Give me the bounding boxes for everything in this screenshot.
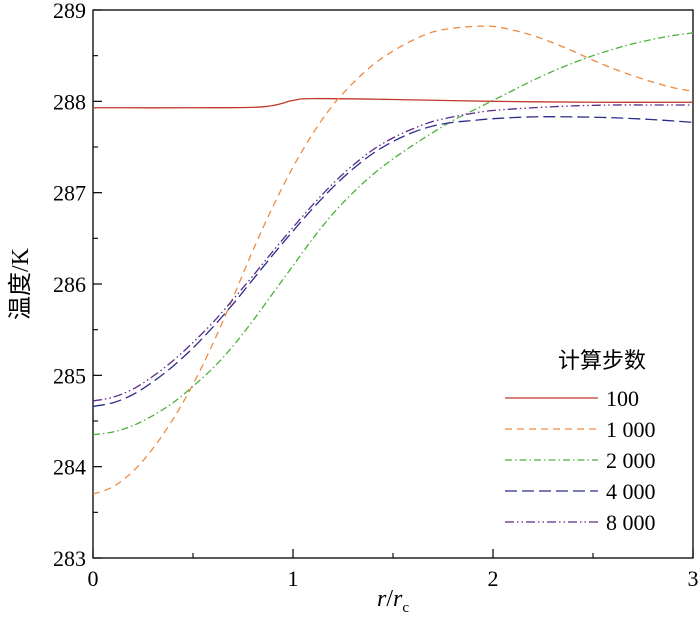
series-line-8000 [92, 104, 693, 402]
x-tick-label: 0 [88, 566, 99, 591]
x-axis-label-r: r [377, 586, 387, 612]
x-axis-label-slash: / [386, 586, 393, 612]
legend-title: 计算步数 [558, 349, 646, 374]
y-tick-label: 287 [53, 181, 86, 206]
x-tick-label: 3 [688, 566, 699, 591]
y-tick-label: 289 [53, 0, 86, 23]
x-axis-label-subscript: c [402, 600, 409, 616]
series-line-4000 [92, 116, 694, 408]
x-axis-label: r/rc [377, 586, 409, 616]
series-layer [92, 25, 694, 495]
y-tick-label: 284 [53, 455, 86, 480]
y-tick-label: 286 [53, 272, 86, 297]
legend-label: 4 000 [606, 479, 656, 504]
legend-label: 1 000 [606, 417, 656, 442]
y-tick-label: 283 [53, 546, 86, 571]
axis-ticks: 0 1 2 3 283 284 285 286 287 288 289 [53, 0, 699, 591]
legend-label: 8 000 [606, 510, 656, 535]
series-line-2000 [92, 32, 694, 436]
x-tick-label: 1 [288, 566, 299, 591]
plot-frame [92, 9, 694, 559]
y-tick-label: 288 [53, 89, 86, 114]
legend: 计算步数 100 1 000 2 000 4 000 8 000 [505, 349, 656, 535]
y-tick-label: 285 [53, 363, 86, 388]
x-tick-label: 2 [488, 566, 499, 591]
legend-label: 100 [606, 386, 639, 411]
series-line-100 [92, 97, 694, 109]
series-line-1000 [92, 25, 694, 495]
x-axis-label-r2: r [393, 586, 403, 612]
y-axis-label: 温度/K [7, 247, 34, 320]
legend-label: 2 000 [606, 448, 656, 473]
